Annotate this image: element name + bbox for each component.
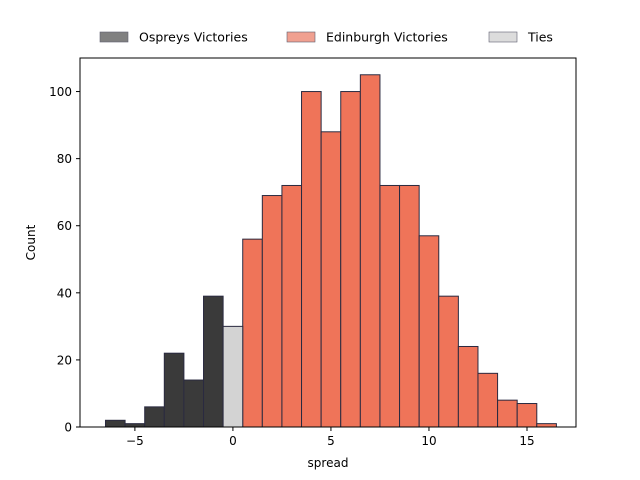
bar-edinburgh-victories-0	[242, 238, 263, 428]
bar-ospreys-victories-3	[163, 352, 185, 428]
bar-edinburgh-victories-13	[497, 399, 518, 428]
y-axis: 0 20 40 60 80 100	[49, 85, 80, 435]
legend-swatch-ties	[488, 31, 518, 43]
bar-edinburgh-victories-2	[281, 184, 303, 428]
y-tick-label: 60	[57, 219, 72, 233]
bar-edinburgh-victories-15	[536, 423, 557, 428]
bar-edinburgh-victories-10	[438, 295, 459, 428]
bar-ospreys-victories-0	[104, 419, 126, 428]
bar-edinburgh-victories-6	[359, 74, 381, 428]
y-axis-label: Count	[24, 224, 38, 260]
y-tick-label: 0	[64, 421, 72, 435]
bar-ties-0	[222, 325, 244, 428]
legend-label-ties: Ties	[527, 30, 553, 45]
y-tick-label: 20	[57, 353, 72, 367]
legend-label-ospreys-victories: Ospreys Victories	[139, 30, 248, 45]
x-tick-label: 0	[229, 434, 237, 448]
y-tick-label: 40	[57, 286, 72, 300]
bar-edinburgh-victories-14	[516, 403, 538, 428]
x-tick-label: 10	[421, 434, 436, 448]
legend-swatch-edinburgh-victories	[286, 31, 316, 43]
bar-edinburgh-victories-8	[399, 184, 420, 428]
legend: Ospreys Victories Edinburgh Victories Ties	[99, 30, 553, 45]
y-tick-label: 100	[49, 85, 72, 99]
x-axis: −5 0 5 10 15	[126, 427, 535, 448]
bar-ospreys-victories-2	[144, 406, 165, 428]
x-tick-label: 15	[519, 434, 534, 448]
bar-edinburgh-victories-3	[301, 91, 322, 428]
bar-edinburgh-victories-9	[418, 235, 440, 428]
bar-ospreys-victories-1	[124, 423, 146, 428]
legend-swatch-ospreys-victories	[99, 31, 129, 43]
x-tick-label: 5	[327, 434, 335, 448]
plot-frame	[79, 57, 577, 428]
bar-ospreys-victories-5	[203, 295, 224, 428]
bar-edinburgh-victories-4	[320, 131, 342, 428]
bar-edinburgh-victories-5	[340, 91, 361, 428]
bar-edinburgh-victories-11	[457, 345, 479, 428]
bar-edinburgh-victories-1	[261, 195, 283, 428]
bar-ospreys-victories-4	[183, 379, 205, 428]
histogram-bars	[104, 74, 557, 428]
y-tick-label: 80	[57, 152, 72, 166]
x-axis-label: spread	[308, 456, 349, 470]
bar-edinburgh-victories-12	[477, 372, 499, 428]
x-tick-label: −5	[126, 434, 144, 448]
bar-edinburgh-victories-7	[379, 184, 401, 428]
legend-label-edinburgh-victories: Edinburgh Victories	[326, 30, 448, 45]
